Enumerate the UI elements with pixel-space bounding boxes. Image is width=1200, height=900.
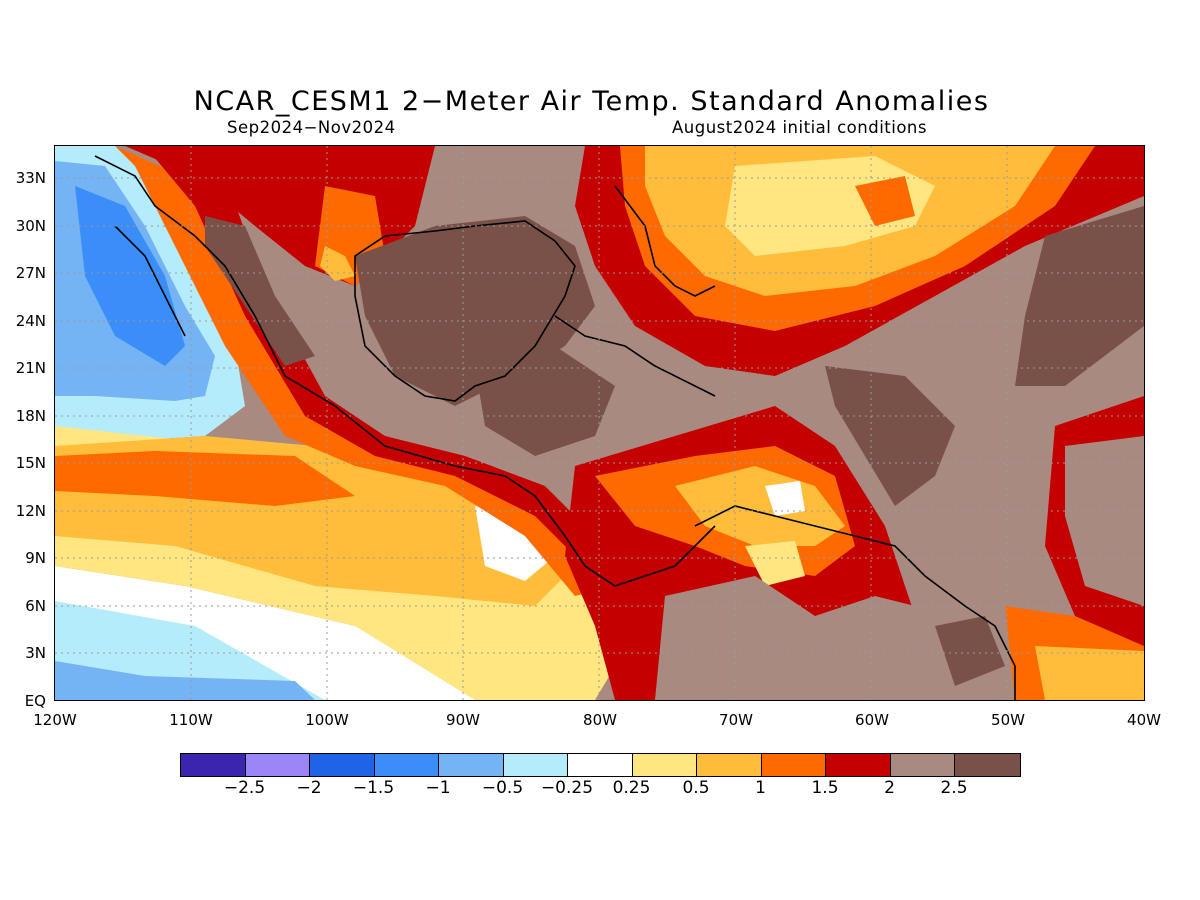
lat-label: 9N	[25, 549, 46, 567]
anomaly-map-canvas	[55, 146, 1144, 700]
south-america-dark	[935, 616, 1005, 686]
lat-label: 30N	[15, 217, 46, 235]
atlantic-east-brown	[1065, 436, 1144, 606]
lon-label: 80W	[583, 711, 617, 729]
south-america-brown	[655, 576, 1015, 700]
colorbar	[180, 753, 1021, 777]
sierra-dark-brown	[205, 216, 315, 366]
anomaly-map	[54, 145, 1145, 701]
coastlines	[94, 155, 1016, 700]
colorbar-swatch	[826, 754, 891, 776]
caribbean-white-spot	[765, 481, 805, 516]
lat-label: 33N	[15, 169, 46, 187]
colorbar-swatch	[310, 754, 375, 776]
lon-label: 40W	[1127, 711, 1161, 729]
initial-conditions-label: August2024 initial conditions	[672, 118, 927, 137]
colorbar-swatch	[439, 754, 504, 776]
colorbar-label: −0.25	[540, 778, 594, 798]
atlantic-dark-brown-2	[825, 366, 955, 506]
mexico-coast-red	[145, 146, 635, 596]
lon-label: 60W	[855, 711, 889, 729]
lon-label: 70W	[719, 711, 753, 729]
lat-label: 21N	[15, 359, 46, 377]
colorbar-label: 1	[755, 778, 766, 798]
lat-label: 12N	[15, 502, 46, 520]
atlantic-orange-spot	[855, 176, 915, 226]
caribbean-dark-brown	[475, 346, 615, 456]
colorbar-swatch	[890, 754, 955, 776]
lat-label: EQ	[24, 692, 46, 710]
colorbar-label: −1	[425, 778, 451, 798]
lon-label: 50W	[991, 711, 1025, 729]
colorbar-label: 0.5	[682, 778, 710, 798]
colorbar-label: −2.5	[223, 778, 266, 798]
colorbar-swatch	[632, 754, 697, 776]
colorbar-label: −1.5	[352, 778, 395, 798]
lat-label: 18N	[15, 407, 46, 425]
colorbar-swatch	[697, 754, 762, 776]
equator-atlantic-yellow	[1035, 646, 1144, 700]
lon-label: 90W	[446, 711, 480, 729]
colorbar-swatch	[955, 754, 1020, 776]
colorbar-swatch	[181, 754, 246, 776]
lat-label: 6N	[25, 597, 46, 615]
white-spot-9n	[475, 506, 555, 581]
atlantic-dark-brown-1	[1015, 206, 1144, 386]
south-pacific-blue	[55, 661, 315, 700]
colorbar-label: 0.25	[612, 778, 651, 798]
colorbar-label: 2	[884, 778, 895, 798]
colorbar-swatch	[374, 754, 439, 776]
lon-label: 100W	[305, 711, 349, 729]
north-mexico-yellow	[320, 246, 355, 281]
colorbar-label: −0.5	[481, 778, 524, 798]
lat-label: 15N	[15, 454, 46, 472]
season-label: Sep2024−Nov2024	[227, 118, 396, 137]
tropical-pacific-darkorange	[55, 451, 355, 506]
lat-label: 27N	[15, 264, 46, 282]
lat-label: 3N	[25, 644, 46, 662]
colorbar-swatch	[245, 754, 310, 776]
colorbar-label: 2.5	[940, 778, 968, 798]
south-america-yellow	[745, 541, 805, 586]
lon-label: 120W	[33, 711, 77, 729]
chart-title: NCAR_CESM1 2−Meter Air Temp. Standard An…	[193, 86, 990, 117]
lon-label: 110W	[169, 711, 213, 729]
caribbean-warm-yellow	[675, 466, 845, 546]
colorbar-swatch	[503, 754, 568, 776]
south-pacific-white	[55, 566, 475, 700]
colorbar-label: −2	[296, 778, 322, 798]
grid-lines	[55, 146, 1144, 700]
lat-label: 24N	[15, 312, 46, 330]
colorbar-swatch	[568, 754, 633, 776]
colorbar-swatch	[761, 754, 826, 776]
colorbar-label: 1.5	[811, 778, 839, 798]
